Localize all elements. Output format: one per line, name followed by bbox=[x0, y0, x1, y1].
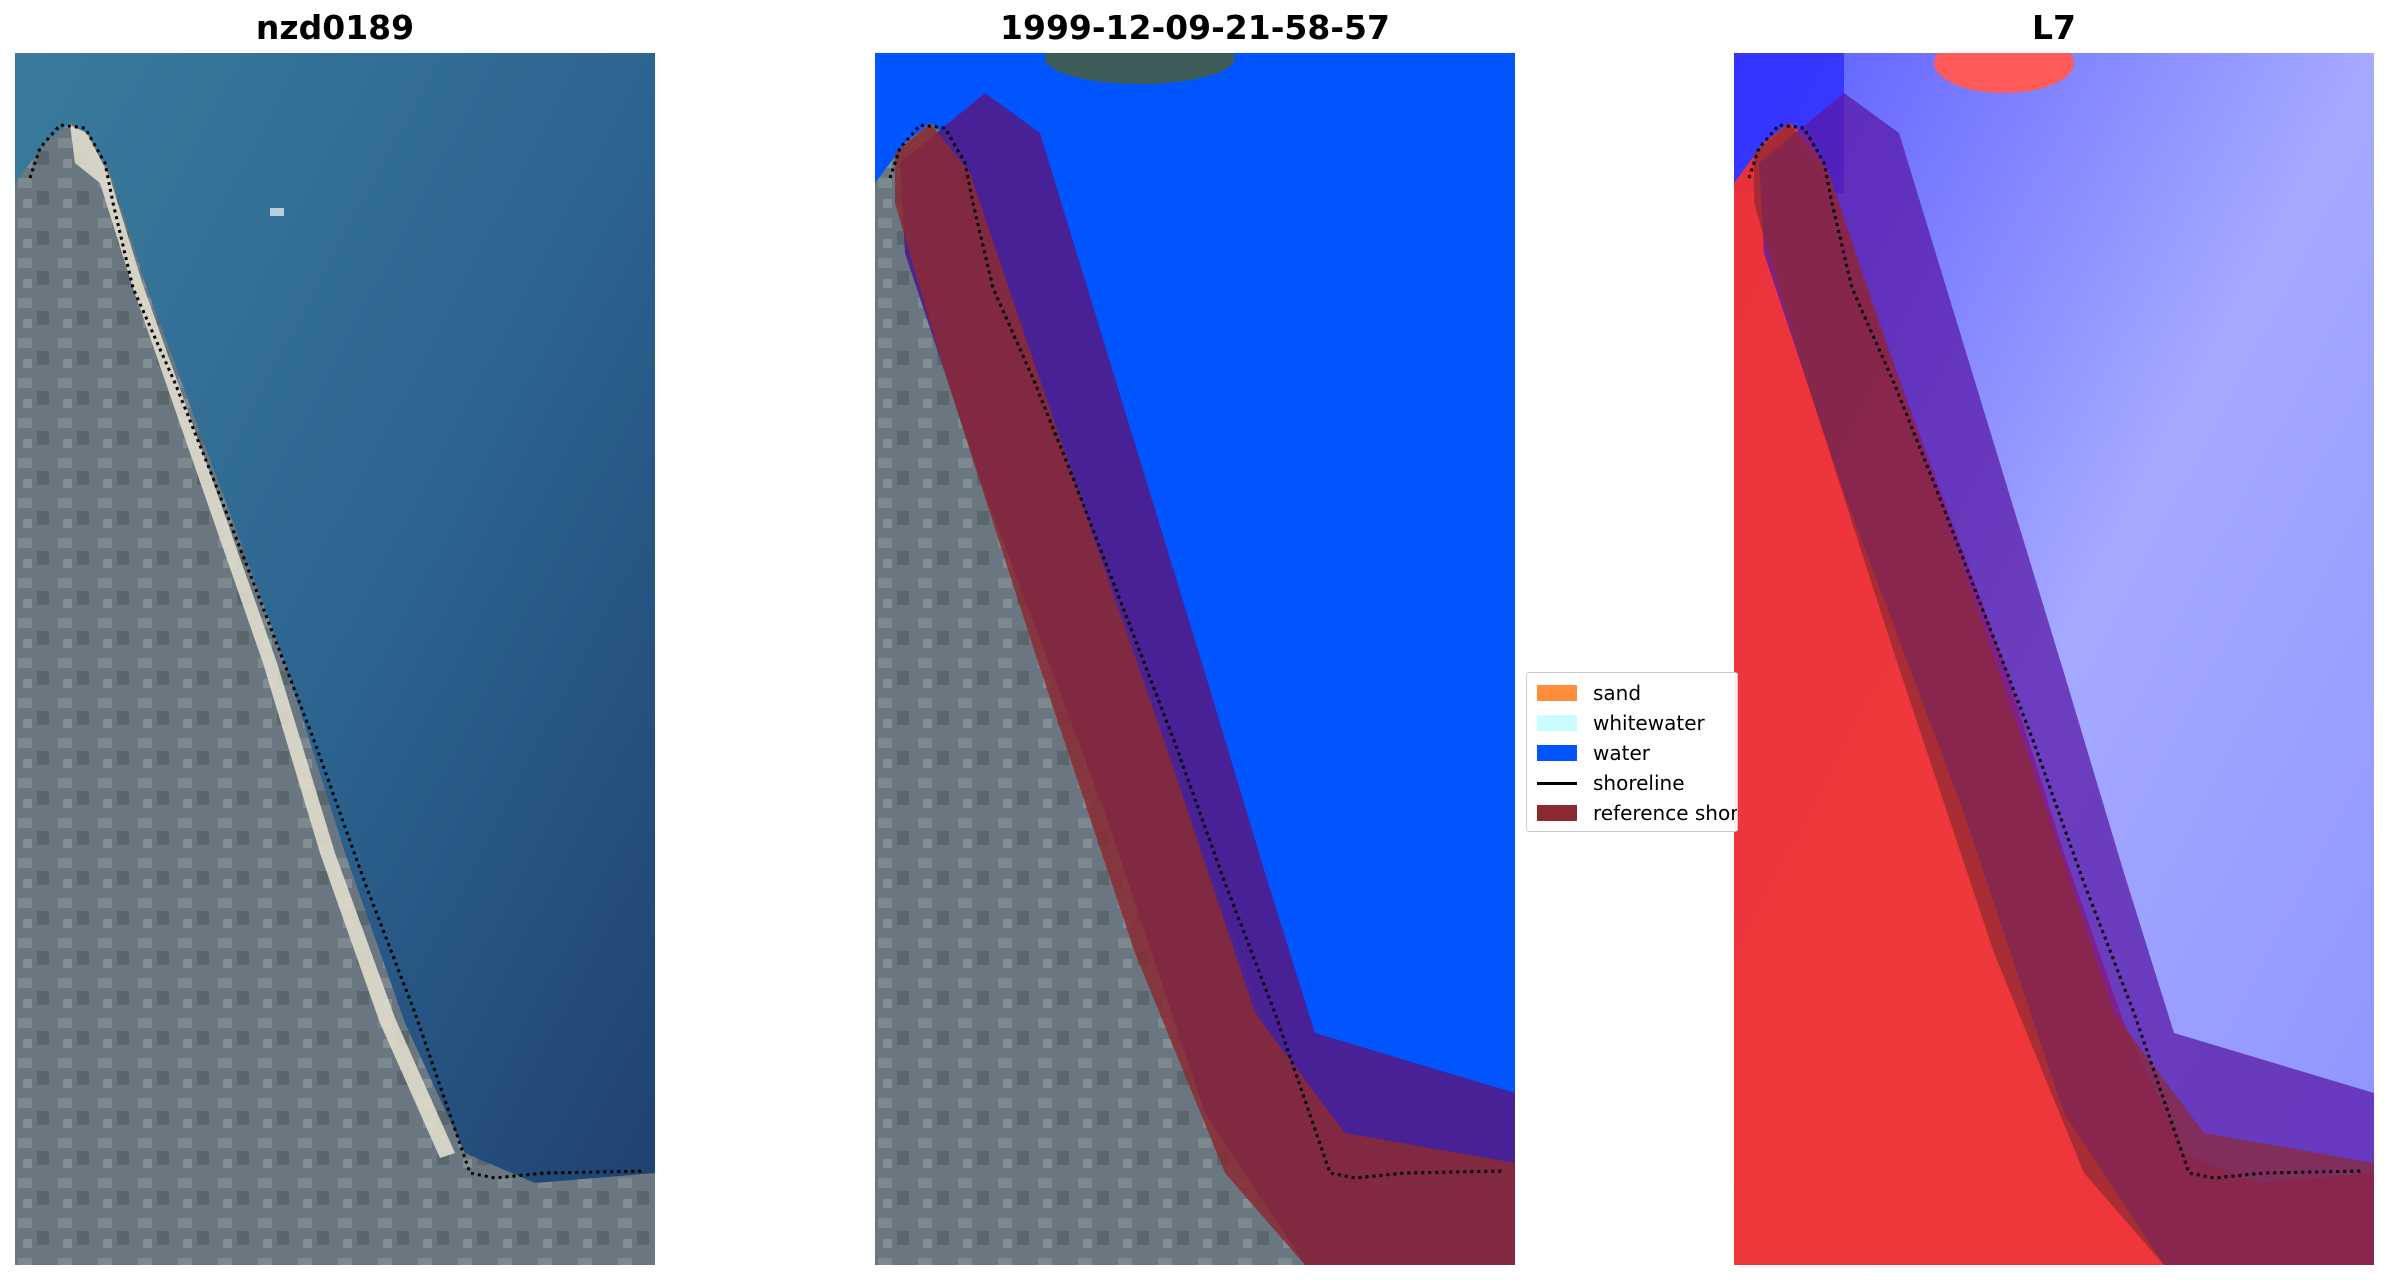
detected-shoreline bbox=[1747, 123, 2365, 1180]
index-image bbox=[1734, 53, 2374, 1265]
legend-item-reference-shoreline: reference shoreline bbox=[1537, 801, 1738, 825]
panel-title-rgb: nzd0189 bbox=[255, 8, 415, 47]
legend-swatch-whitewater bbox=[1537, 715, 1577, 731]
legend-item-sand: sand bbox=[1537, 681, 1641, 705]
panel-title-index: L7 bbox=[2032, 8, 2076, 47]
classified-image-panel bbox=[875, 53, 1515, 1265]
legend-label-whitewater: whitewater bbox=[1593, 711, 1705, 735]
detected-shoreline bbox=[888, 123, 1506, 1180]
index-image-panel bbox=[1734, 53, 2374, 1265]
legend-swatch-reference-shoreline bbox=[1537, 805, 1577, 821]
rgb-image bbox=[15, 53, 655, 1265]
legend: sand whitewater water shoreline referenc… bbox=[1526, 672, 1738, 832]
legend-label-shoreline: shoreline bbox=[1593, 771, 1685, 795]
legend-swatch-water bbox=[1537, 745, 1577, 761]
reference-shoreline-band bbox=[895, 123, 1515, 1265]
legend-item-whitewater: whitewater bbox=[1537, 711, 1705, 735]
reference-shoreline-band bbox=[1754, 123, 2374, 1265]
legend-label-water: water bbox=[1593, 741, 1650, 765]
legend-label-reference-shoreline: reference shoreline bbox=[1593, 801, 1738, 825]
legend-item-shoreline: shoreline bbox=[1537, 771, 1685, 795]
legend-item-water: water bbox=[1537, 741, 1650, 765]
detected-shoreline bbox=[28, 123, 646, 1180]
shoreline-buffer bbox=[1759, 93, 2374, 1265]
classified-image bbox=[875, 53, 1515, 1265]
legend-label-sand: sand bbox=[1593, 681, 1642, 705]
shoreline-buffer bbox=[900, 93, 1515, 1265]
legend-swatch-sand bbox=[1537, 685, 1577, 701]
beach-strip bbox=[70, 125, 455, 1158]
panel-title-classified: 1999-12-09-21-58-57 bbox=[1000, 8, 1390, 47]
top-land-patch bbox=[1045, 53, 1235, 84]
legend-line-shoreline bbox=[1537, 781, 1577, 785]
top-land-patch bbox=[1934, 53, 2074, 93]
rgb-image-panel bbox=[15, 53, 655, 1265]
wave-speck bbox=[270, 208, 284, 216]
